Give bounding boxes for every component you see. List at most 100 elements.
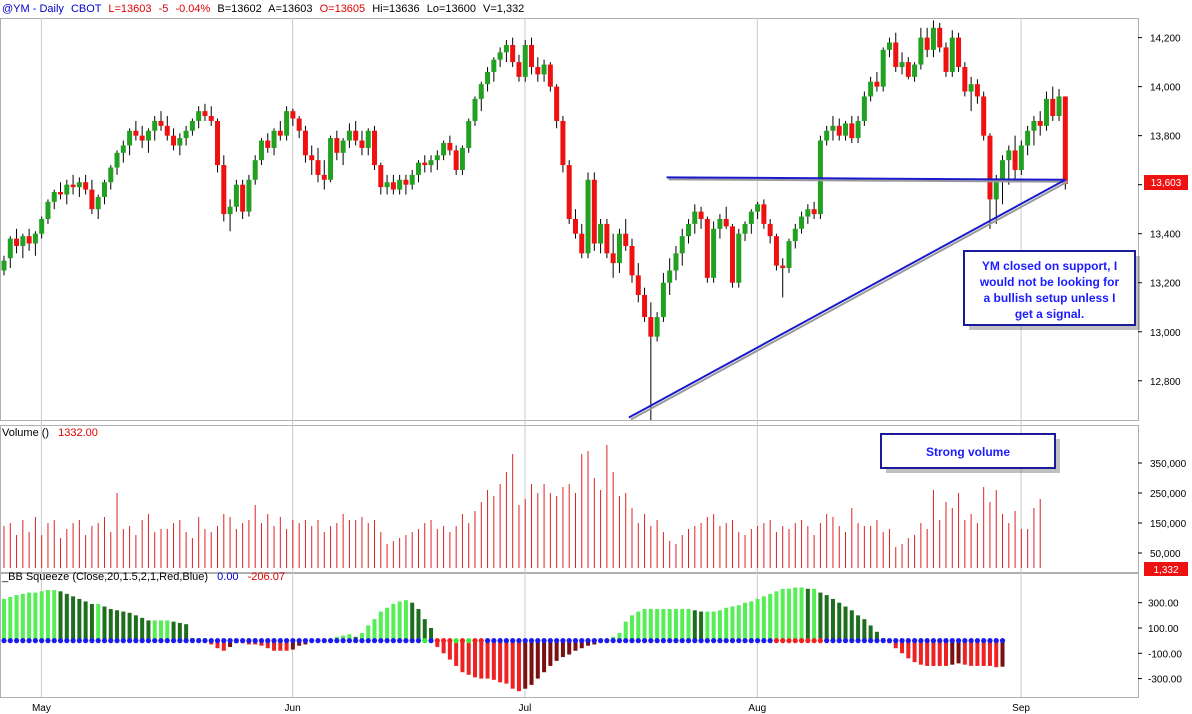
- candle-body: [158, 120, 164, 126]
- squeeze-dot: [591, 638, 597, 644]
- momentum-bar: [265, 640, 270, 649]
- candle: [591, 172, 597, 251]
- price-tick-label: 13,800: [1150, 132, 1181, 143]
- volume-value: 1332.00: [58, 427, 98, 439]
- candle-body: [83, 182, 89, 190]
- squeeze-dot: [478, 638, 484, 644]
- candle-body: [987, 135, 993, 200]
- candle-body: [579, 233, 585, 254]
- candle: [585, 172, 591, 259]
- candle: [258, 138, 264, 166]
- squeeze-dot: [434, 638, 440, 644]
- candle: [717, 214, 723, 239]
- momentum-bar: [617, 633, 622, 641]
- candle: [14, 228, 20, 254]
- squeeze-dot: [284, 638, 290, 644]
- grid-lines: [40, 18, 1022, 697]
- candle: [554, 84, 560, 129]
- candle-body: [654, 317, 660, 337]
- momentum-bar: [774, 591, 779, 641]
- candle: [453, 145, 459, 175]
- momentum-bar: [504, 640, 509, 684]
- candle-body: [535, 67, 541, 75]
- candle-body: [547, 64, 553, 87]
- date-axis: MayJunJulAugSepOctNov: [32, 703, 1030, 714]
- candle: [761, 199, 767, 229]
- candle-body: [114, 152, 120, 168]
- candle: [397, 174, 403, 195]
- squeeze-dot: [447, 638, 453, 644]
- squeeze-dot: [246, 638, 252, 644]
- momentum-bar: [372, 619, 377, 641]
- candle-body: [397, 179, 403, 190]
- squeeze-dot: [528, 638, 535, 644]
- candle: [905, 57, 911, 80]
- squeeze-dot: [51, 638, 57, 644]
- candle: [861, 91, 867, 126]
- candle: [767, 219, 773, 244]
- momentum-bar: [893, 640, 898, 649]
- squeeze-dot: [993, 638, 999, 644]
- price-change: -5: [159, 3, 169, 15]
- candle-body: [133, 130, 139, 136]
- candle: [855, 116, 861, 144]
- candle-body: [905, 62, 911, 77]
- candle: [748, 209, 754, 234]
- momentum-bar: [435, 640, 440, 647]
- candle-body: [409, 174, 415, 185]
- candle: [786, 238, 792, 273]
- momentum-bar: [473, 640, 477, 678]
- momentum-bar: [648, 609, 653, 641]
- squeeze-dot: [1, 638, 7, 644]
- squeeze-dot: [365, 638, 371, 644]
- candle-body: [1025, 130, 1031, 146]
- squeeze-dot: [321, 638, 327, 644]
- candle-body: [660, 282, 666, 318]
- candle: [466, 118, 472, 153]
- candle: [120, 140, 126, 163]
- volume-panel-title: Volume () 1332.00: [2, 427, 98, 439]
- candle: [384, 174, 390, 195]
- candle: [723, 206, 729, 229]
- month-label: Sep: [1012, 703, 1030, 714]
- squeeze-dot: [240, 638, 246, 644]
- candle: [158, 111, 164, 131]
- momentum-bar: [184, 624, 189, 641]
- momentum-bar: [466, 640, 471, 675]
- squeeze-dot: [736, 638, 742, 644]
- momentum-bar: [560, 640, 565, 658]
- candle-body: [434, 155, 440, 161]
- squeeze-dot: [949, 638, 955, 644]
- candle: [899, 52, 905, 75]
- candle: [880, 47, 886, 92]
- candle: [403, 174, 409, 195]
- candle: [660, 272, 666, 322]
- candle-body: [886, 42, 892, 50]
- squeeze-dot: [905, 638, 911, 644]
- squeeze-dot: [868, 638, 874, 644]
- momentum-bar: [655, 609, 660, 641]
- momentum-bar: [89, 603, 94, 641]
- open-price: O=13605: [320, 3, 366, 15]
- squeeze-dot: [742, 638, 748, 644]
- momentum-bar: [121, 611, 126, 641]
- momentum-bar: [96, 603, 101, 641]
- squeeze-dot: [729, 638, 736, 644]
- candle: [510, 37, 516, 68]
- candle-body: [912, 64, 918, 77]
- candle-body: [610, 253, 616, 264]
- candle: [868, 76, 874, 102]
- momentum-bar: [818, 592, 823, 641]
- candle-body: [849, 123, 855, 139]
- momentum-bar: [58, 591, 63, 641]
- candle: [755, 201, 761, 219]
- candle-body: [164, 125, 170, 136]
- month-label: Jun: [285, 703, 301, 714]
- squeeze-label: _BB Squeeze (Close,20,1.5,2,1,Red,Blue): [1, 571, 208, 583]
- candle: [503, 40, 509, 63]
- squeeze-dot: [667, 638, 673, 644]
- candle-body: [943, 47, 949, 72]
- squeeze-dot: [45, 638, 51, 644]
- squeeze-dot: [987, 638, 993, 644]
